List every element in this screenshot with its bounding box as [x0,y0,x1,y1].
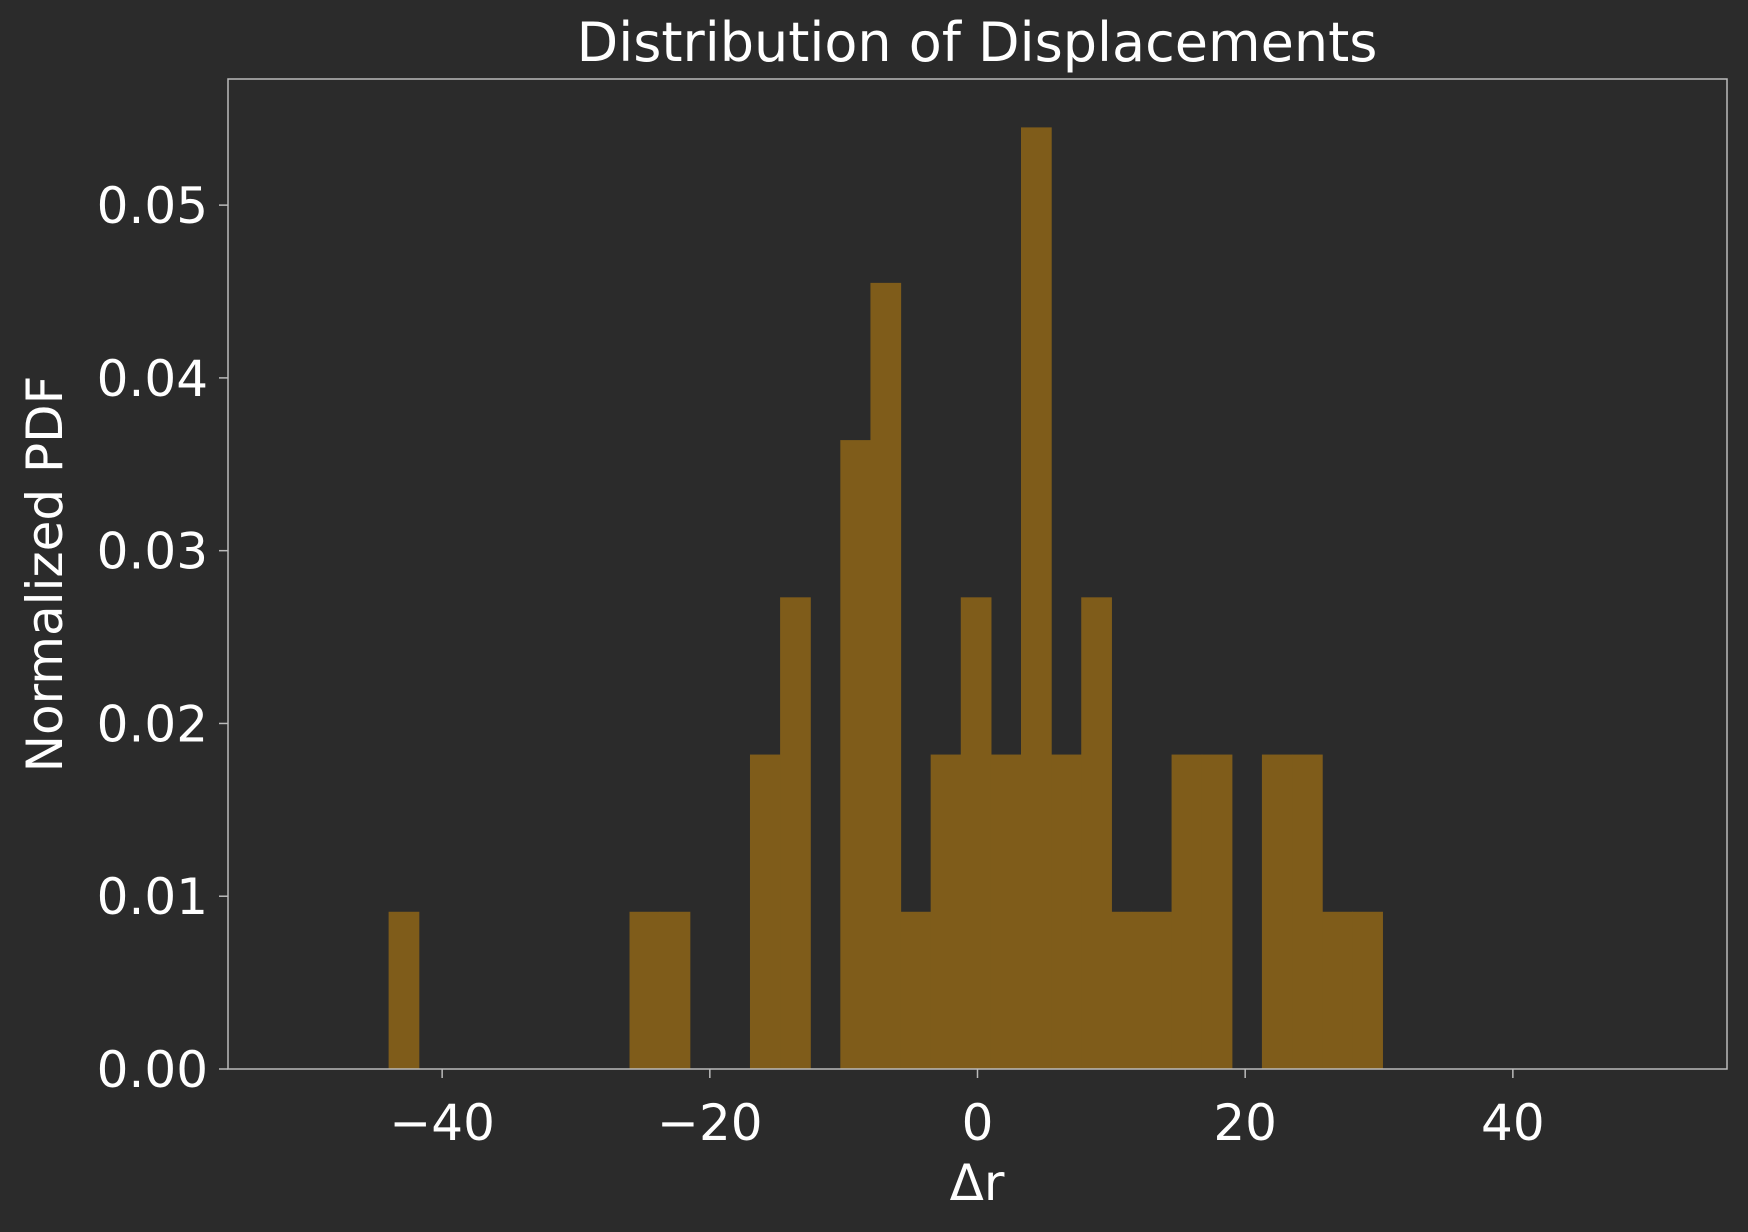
histogram-bar [1322,911,1353,1069]
x-tick-label: 0 [962,1094,994,1152]
histogram-bar [1352,911,1383,1069]
histogram-bar [629,911,661,1069]
y-axis-label: Normalized PDF [16,376,74,773]
histogram-bar [1051,754,1082,1069]
histogram-bar [1141,911,1173,1069]
histogram-bar [749,754,781,1069]
histogram-bar [870,282,902,1069]
y-tick-label: 0.02 [97,695,208,753]
y-tick-label: 0.03 [97,523,208,581]
histogram-bar [1171,754,1203,1069]
y-tick-label: 0.01 [97,868,208,926]
x-tick-label: 40 [1481,1094,1545,1152]
histogram-bar [1261,754,1293,1069]
x-tick-label: −20 [657,1094,763,1152]
histogram-bar [1292,754,1323,1069]
y-tick-label: 0.00 [97,1041,208,1099]
y-tick-label: 0.05 [97,177,208,235]
histogram-bar [659,911,691,1069]
histogram-bar [840,440,872,1070]
histogram-bar [1111,911,1143,1069]
x-tick-label: 20 [1213,1094,1277,1152]
x-axis-ticks: −40 −20 0 20 40 [389,1069,1545,1152]
histogram-bar [388,911,420,1069]
histogram-bar [900,911,932,1069]
y-axis-ticks: 0.00 0.01 0.02 0.03 0.04 0.05 [97,177,228,1099]
histogram-bar [930,754,962,1069]
histogram-bar [1201,754,1233,1069]
x-tick-label: −40 [389,1094,495,1152]
bars-group [388,127,1383,1070]
histogram-bar [990,754,1022,1069]
histogram-bar [1081,597,1112,1069]
histogram-bar [1021,127,1052,1069]
x-axis-label: Δr [950,1154,1005,1212]
y-tick-label: 0.04 [97,350,208,408]
chart-title: Distribution of Displacements [577,11,1378,74]
histogram-bar [780,597,811,1069]
histogram-bar [960,597,992,1069]
